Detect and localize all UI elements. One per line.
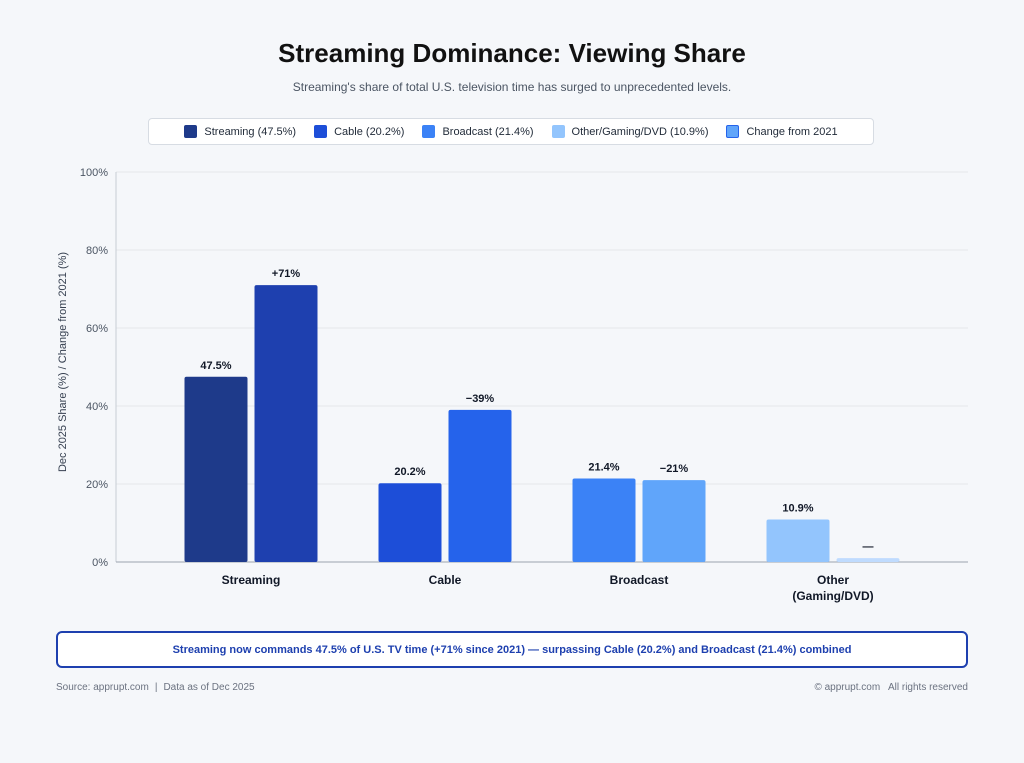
bar-value-label: 47.5% [200,360,231,372]
y-tick-label: 40% [86,401,108,413]
x-tick-label: Broadcast [610,573,669,587]
chart-subtitle: Streaming's share of total U.S. televisi… [292,80,732,94]
y-tick-label: 0% [92,557,108,569]
legend-label: Change from 2021 [746,125,838,138]
y-axis-title: Dec 2025 Share (%) / Change from 2021 (%… [57,252,69,472]
bar-chart: 0% 20% 40% 60% 80% 100% Dec 2025 Share (%) / C… [57,167,968,603]
footer-source-text: Source: apprupt.com [56,682,149,693]
y-tick-label: 20% [86,479,108,491]
x-tick-label: Cable [429,573,462,587]
bar-change [448,409,512,562]
legend-item-other[interactable]: Other/Gaming/DVD (10.9%) [551,125,709,138]
legend-label: Broadcast (21.4%) [442,125,534,138]
legend-swatch [726,125,740,138]
legend-swatch [314,125,328,138]
summary-callout-text: Streaming now commands 47.5% of U.S. TV … [172,643,852,656]
footer-copyright: © apprupt.com All rights reserved [814,682,968,693]
legend-swatch [184,125,198,138]
x-tick-label: (Gaming/DVD) [792,589,873,603]
legend-item-cable[interactable]: Cable (20.2%) [314,125,404,138]
legend-label: Cable (20.2%) [334,125,405,138]
legend-label: Streaming (47.5%) [204,125,297,138]
bar-share [766,519,830,562]
y-tick-label: 100% [80,167,108,179]
bar-value-label: +71% [272,268,301,280]
bar-change [836,558,900,562]
bar-share [572,478,636,562]
legend-item-broadcast[interactable]: Broadcast (21.4%) [422,125,534,138]
x-tick-label: Other [817,573,849,587]
bar-change [254,285,318,562]
bar-value-label: −21% [660,463,689,475]
bar-value-label: −39% [466,393,495,405]
footer-date: Data as of Dec 2025 [163,682,255,693]
bar-value-label: 10.9% [782,502,813,514]
bar-share [378,483,442,562]
legend-item-change[interactable]: Change from 2021 [726,125,838,138]
chart-legend: Streaming (47.5%) Cable (20.2%) Broadcas… [148,118,874,145]
summary-callout: Streaming now commands 47.5% of U.S. TV … [56,631,968,668]
bar-share [184,376,248,562]
y-tick-label: 80% [86,245,108,257]
legend-label: Other/Gaming/DVD (10.9%) [571,125,709,138]
chart-title: Streaming Dominance: Viewing Share [278,38,746,68]
bar-value-label: — [863,541,874,553]
footer-source: Source: apprupt.com | Data as of Dec 2025 [56,682,255,693]
legend-swatch [422,125,436,138]
y-tick-label: 60% [86,323,108,335]
legend-swatch [551,125,565,138]
bar-value-label: 21.4% [588,462,619,474]
footer-divider: | [154,682,158,693]
x-tick-label: Streaming [222,573,281,587]
legend-item-streaming[interactable]: Streaming (47.5%) [184,125,296,138]
bar-change [642,480,706,562]
bar-value-label: 20.2% [394,466,425,478]
